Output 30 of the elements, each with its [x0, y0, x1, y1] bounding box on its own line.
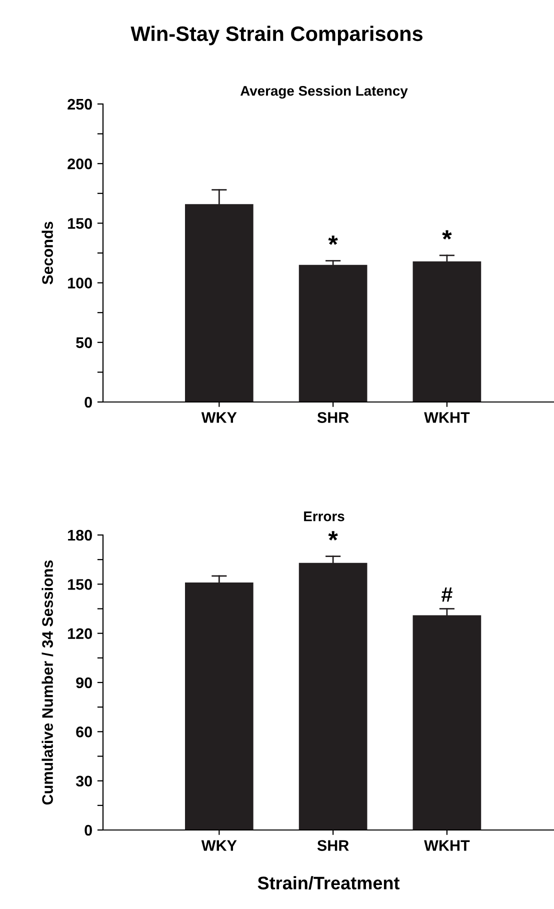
- y-axis-title: Seconds: [42, 222, 53, 284]
- x-tick-label: SHR: [317, 840, 349, 851]
- y-tick-label: 180: [68, 530, 92, 541]
- y-tick-label: 0: [84, 824, 92, 836]
- y-tick-label: 150: [68, 218, 92, 229]
- y-tick-label: 50: [76, 337, 92, 348]
- y-tick-label: 250: [68, 98, 92, 110]
- y-tick-label: 90: [76, 677, 92, 688]
- chart-title: Errors: [304, 512, 344, 522]
- y-tick-label: 30: [76, 776, 92, 787]
- y-axis-title: Cumulative Number / 34 Sessions: [42, 560, 54, 805]
- annotation: *: [328, 236, 338, 245]
- x-tick-label: WKY: [201, 840, 237, 851]
- x-tick-label: WKY: [201, 412, 237, 423]
- bar: [298, 264, 368, 402]
- annotation: *: [328, 531, 338, 540]
- y-tick-label: 0: [84, 396, 92, 408]
- y-tick-label: 60: [76, 726, 92, 738]
- chart-title: Win-Stay Strain Comparisons: [130, 26, 422, 46]
- y-tick-label: 100: [68, 278, 92, 288]
- x-tick-label: WKHT: [424, 840, 470, 851]
- chart-subtitle: Average Session Latency: [240, 86, 408, 99]
- y-tick-label: 120: [68, 628, 92, 640]
- x-tick-label: WKHT: [424, 412, 470, 423]
- x-axis-title: Strain/Treatment: [258, 876, 400, 890]
- y-tick-label: 150: [68, 579, 92, 590]
- x-tick-label: SHR: [317, 412, 349, 423]
- annotation: #: [442, 587, 452, 602]
- annotation: *: [442, 230, 452, 240]
- y-tick-label: 200: [68, 158, 92, 170]
